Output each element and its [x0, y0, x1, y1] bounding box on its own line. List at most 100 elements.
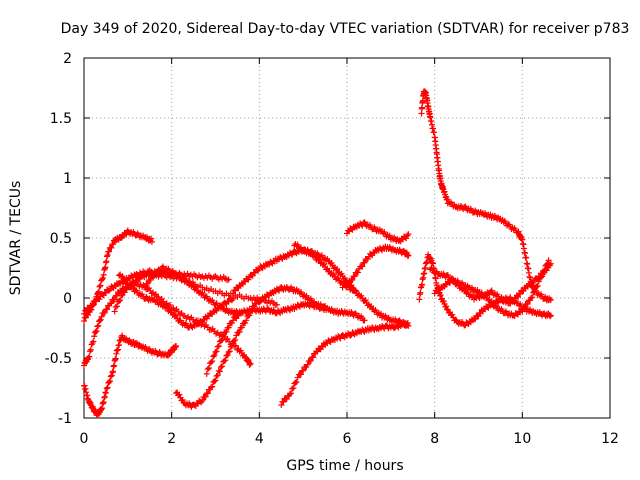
data-point	[145, 285, 152, 292]
data-point	[534, 282, 541, 289]
data-point	[99, 275, 106, 282]
data-point	[405, 231, 412, 238]
data-point	[361, 259, 368, 266]
data-point	[324, 265, 331, 272]
data-point	[547, 312, 554, 319]
data-point	[119, 273, 126, 280]
data-point	[521, 304, 528, 311]
data-point	[97, 282, 104, 289]
data-point	[211, 378, 218, 385]
data-point	[310, 354, 317, 361]
data-point	[416, 296, 423, 303]
data-point	[99, 276, 106, 283]
data-point	[223, 352, 230, 359]
data-point	[348, 282, 355, 289]
data-point	[216, 368, 223, 375]
data-point	[213, 348, 220, 355]
x-tick-label: 0	[80, 431, 89, 447]
data-point	[97, 316, 104, 323]
chart-title: Day 349 of 2020, Sidereal Day-to-day VTE…	[61, 21, 630, 37]
data-point	[529, 294, 536, 301]
series-track-15	[418, 88, 554, 304]
data-point	[215, 367, 222, 374]
y-axis-label: SDTVAR / TECUs	[8, 181, 24, 296]
x-tick-label: 8	[430, 431, 439, 447]
data-point	[225, 276, 232, 283]
data-point	[531, 288, 538, 295]
data-point	[103, 385, 110, 392]
grid	[84, 58, 610, 418]
data-point	[173, 312, 180, 319]
data-point	[107, 373, 114, 380]
y-tick-label: 1	[63, 171, 72, 187]
series-track-18	[431, 257, 552, 319]
data-point	[362, 297, 369, 304]
data-point	[328, 259, 335, 266]
data-point	[545, 257, 552, 264]
data-point	[361, 317, 368, 324]
data-point	[537, 274, 544, 281]
data-point	[219, 363, 226, 370]
series-track-7	[142, 263, 245, 317]
series-track-9	[203, 300, 368, 377]
series-track-11	[278, 319, 412, 409]
data-point	[227, 343, 234, 350]
data-point	[95, 322, 102, 329]
data-point	[112, 304, 119, 311]
data-point	[488, 298, 495, 305]
data-point	[85, 312, 92, 319]
data-point	[214, 372, 221, 379]
data-point	[224, 351, 231, 358]
y-tick-label: 0.5	[50, 231, 72, 247]
data-point	[237, 347, 244, 354]
data-point	[113, 303, 120, 310]
data-point	[204, 366, 211, 373]
data-point	[293, 378, 300, 385]
data-point	[368, 303, 375, 310]
data-point	[142, 284, 149, 291]
data-point	[243, 317, 250, 324]
data-point	[152, 291, 159, 298]
series-track-13	[339, 243, 412, 291]
data-point	[179, 396, 186, 403]
data-point	[108, 372, 115, 379]
data-point	[247, 360, 254, 367]
series-track-1	[81, 227, 155, 325]
data-point	[304, 361, 311, 368]
data-point	[535, 278, 542, 285]
data-point	[148, 235, 155, 242]
data-point	[107, 378, 114, 385]
data-point	[280, 398, 287, 405]
data-point	[443, 306, 450, 313]
data-point	[530, 279, 537, 286]
x-tick-label: 12	[601, 431, 619, 447]
data-point	[519, 308, 526, 315]
data-point	[533, 283, 540, 290]
data-point	[440, 298, 447, 305]
data-point	[230, 295, 237, 302]
y-tick-label: -1	[58, 411, 72, 427]
data-point	[276, 287, 283, 294]
x-tick-label: 2	[167, 431, 176, 447]
data-point	[220, 332, 227, 339]
data-point	[333, 266, 340, 273]
data-point	[213, 373, 220, 380]
data-point	[102, 390, 109, 397]
data-point	[228, 342, 235, 349]
data-point	[283, 396, 290, 403]
data-point	[431, 129, 438, 136]
data-point	[278, 402, 285, 409]
data-point	[212, 377, 219, 384]
data-point	[184, 270, 191, 277]
data-point	[105, 248, 112, 255]
data-point	[217, 364, 224, 371]
data-point	[210, 353, 217, 360]
data-point	[93, 327, 100, 334]
data-point	[297, 371, 304, 378]
data-point	[338, 270, 345, 277]
series-track-2	[81, 332, 180, 419]
x-axis-label: GPS time / hours	[286, 458, 403, 474]
data-point	[528, 295, 535, 301]
data-point	[547, 313, 554, 320]
